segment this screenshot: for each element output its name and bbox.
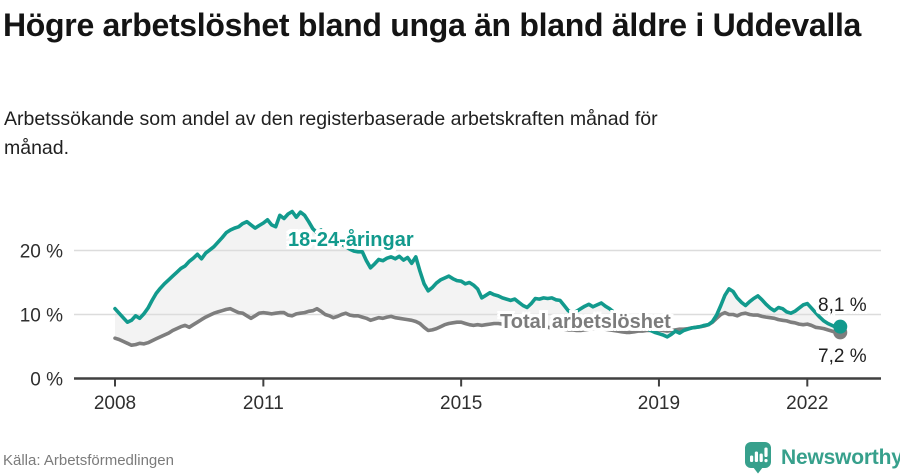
youth-endpoint-dot [833, 319, 848, 334]
source-label: Källa: Arbetsförmedlingen [3, 452, 174, 469]
x-axis-labels: 2008 2011 2015 2019 2022 [94, 393, 829, 414]
svg-text:20 %: 20 % [20, 242, 63, 263]
youth-series-label: 18-24-åringar [288, 229, 414, 251]
total-series-label: Total arbetslöshet [500, 311, 671, 333]
total-series-line [113, 306, 843, 347]
page-subtitle: Arbetssökande som andel av den registerb… [4, 108, 658, 159]
svg-text:2022: 2022 [786, 393, 828, 414]
x-axis-ticks [114, 378, 809, 387]
svg-text:2015: 2015 [440, 393, 482, 414]
page-title: Högre arbetslöshet bland unga än bland ä… [3, 7, 862, 43]
svg-text:10 %: 10 % [20, 306, 63, 327]
svg-text:0 %: 0 % [30, 370, 63, 391]
series-fill-area [115, 211, 841, 346]
youth-end-value-label: 8,1 % [818, 295, 867, 316]
svg-text:2011: 2011 [243, 393, 284, 414]
youth-series-line [113, 209, 843, 339]
svg-text:2019: 2019 [638, 393, 680, 414]
svg-text:2008: 2008 [94, 393, 136, 414]
newsworthy-brand-name: Newsworthy [781, 445, 900, 469]
total-end-value-label: 7,2 % [818, 346, 867, 367]
newsworthy-logo: Newsworthy [744, 441, 900, 474]
newsworthy-badge-icon [745, 442, 771, 474]
y-axis-labels: 0 % 10 % 20 % [20, 242, 63, 391]
